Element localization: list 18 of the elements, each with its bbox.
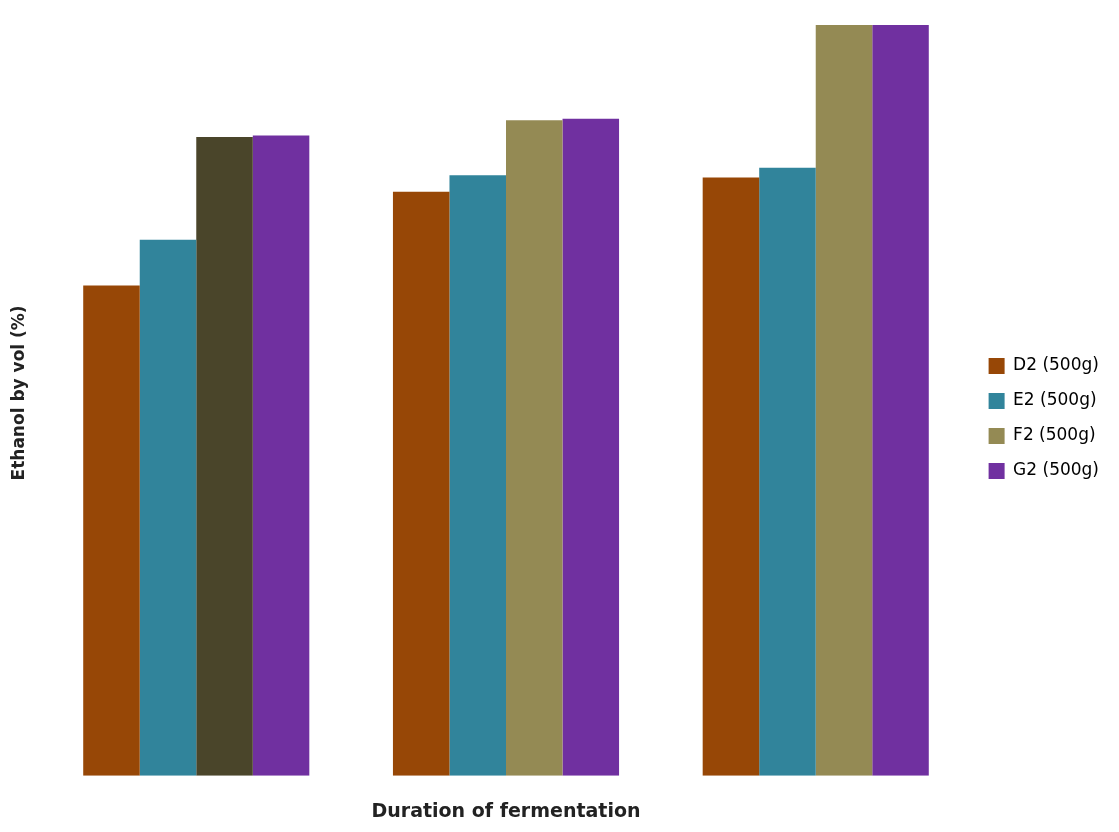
bar — [815, 25, 873, 776]
y-axis-title: Ethanol by vol (%) — [7, 305, 28, 481]
legend-label: D2 (500g) — [1013, 354, 1099, 375]
bar — [702, 177, 760, 776]
bar — [196, 136, 253, 776]
bar — [252, 135, 310, 776]
bar — [392, 191, 450, 776]
bar — [449, 175, 506, 776]
bar — [139, 239, 197, 776]
legend-label: F2 (500g) — [1013, 424, 1096, 445]
legend-label: G2 (500g) — [1013, 459, 1100, 480]
bar — [83, 285, 140, 776]
bar — [506, 120, 563, 776]
legend-label: E2 (500g) — [1013, 389, 1097, 410]
bar — [759, 167, 816, 776]
bar — [872, 25, 929, 776]
x-axis-title: Duration of fermentation — [371, 798, 641, 821]
bar — [562, 118, 620, 776]
